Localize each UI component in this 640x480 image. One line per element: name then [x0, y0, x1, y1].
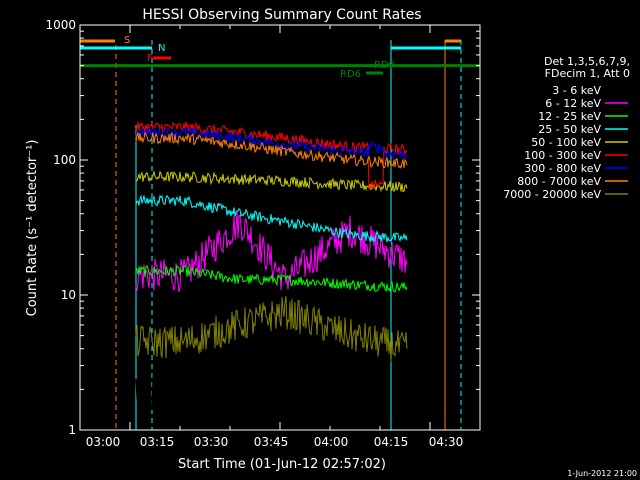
legend-label: 100 - 300 keV [524, 149, 601, 162]
series-line-7 [135, 125, 408, 160]
series-line-9 [135, 296, 408, 362]
series-line-1 [135, 199, 408, 417]
legend: Det 1,3,5,6,7,9,FDecim 1, Att 0 3 - 6 keV… [503, 55, 630, 201]
axes: 1 10 100 1000 03:00 03:15 03:30 03:45 04:00 04:15… [45, 18, 481, 449]
legend-header: Det 1,3,5,6,7,9, [544, 55, 630, 68]
legend-label: 3 - 6 keV [552, 84, 601, 97]
annotation-label: S [124, 35, 130, 46]
y-tick-label: 1 [68, 423, 76, 437]
legend-label: 12 - 25 keV [538, 110, 601, 123]
legend-label: 800 - 7000 keV [517, 175, 601, 188]
x-tick-label: 04:30 [429, 435, 464, 449]
x-tick-label: 03:45 [254, 435, 289, 449]
annotation-label: F [147, 53, 153, 64]
y-axis-label: Count Rate (s⁻¹ detector⁻¹) [25, 140, 40, 317]
x-tick-label: 03:15 [140, 435, 175, 449]
plot-area: S NF RD6 RD9 [80, 35, 480, 430]
annotation-label: N [158, 43, 165, 54]
footer-date: 1-Jun-2012 21:00 [567, 469, 637, 478]
series-line-8 [135, 131, 408, 169]
x-axis-label: Start Time (01-Jun-12 02:57:02) [178, 457, 386, 472]
x-tick-label: 04:15 [374, 435, 409, 449]
x-tick-label: 03:30 [194, 435, 229, 449]
x-tick-label: 03:00 [86, 435, 121, 449]
legend-label: 6 - 12 keV [545, 97, 601, 110]
y-tick-label: 100 [53, 153, 76, 167]
legend-label: 25 - 50 keV [538, 123, 601, 136]
annotation-label: RD9 [374, 60, 395, 71]
legend-header: FDecim 1, Att 0 [545, 67, 630, 80]
series-line-3 [135, 264, 408, 293]
annotation-label: RD6 [340, 69, 361, 80]
series-line-6 [135, 121, 408, 192]
legend-label: 50 - 100 keV [531, 136, 601, 149]
legend-label: 300 - 800 keV [524, 162, 601, 175]
series-line-5 [135, 170, 408, 193]
series-line-4 [135, 194, 408, 243]
y-tick-label: 1000 [45, 18, 76, 32]
y-tick-label: 10 [61, 288, 76, 302]
legend-label: 7000 - 20000 keV [503, 188, 601, 201]
series-line-2 [135, 210, 408, 293]
chart-title: HESSI Observing Summary Count Rates [142, 7, 421, 23]
x-tick-label: 04:00 [314, 435, 349, 449]
